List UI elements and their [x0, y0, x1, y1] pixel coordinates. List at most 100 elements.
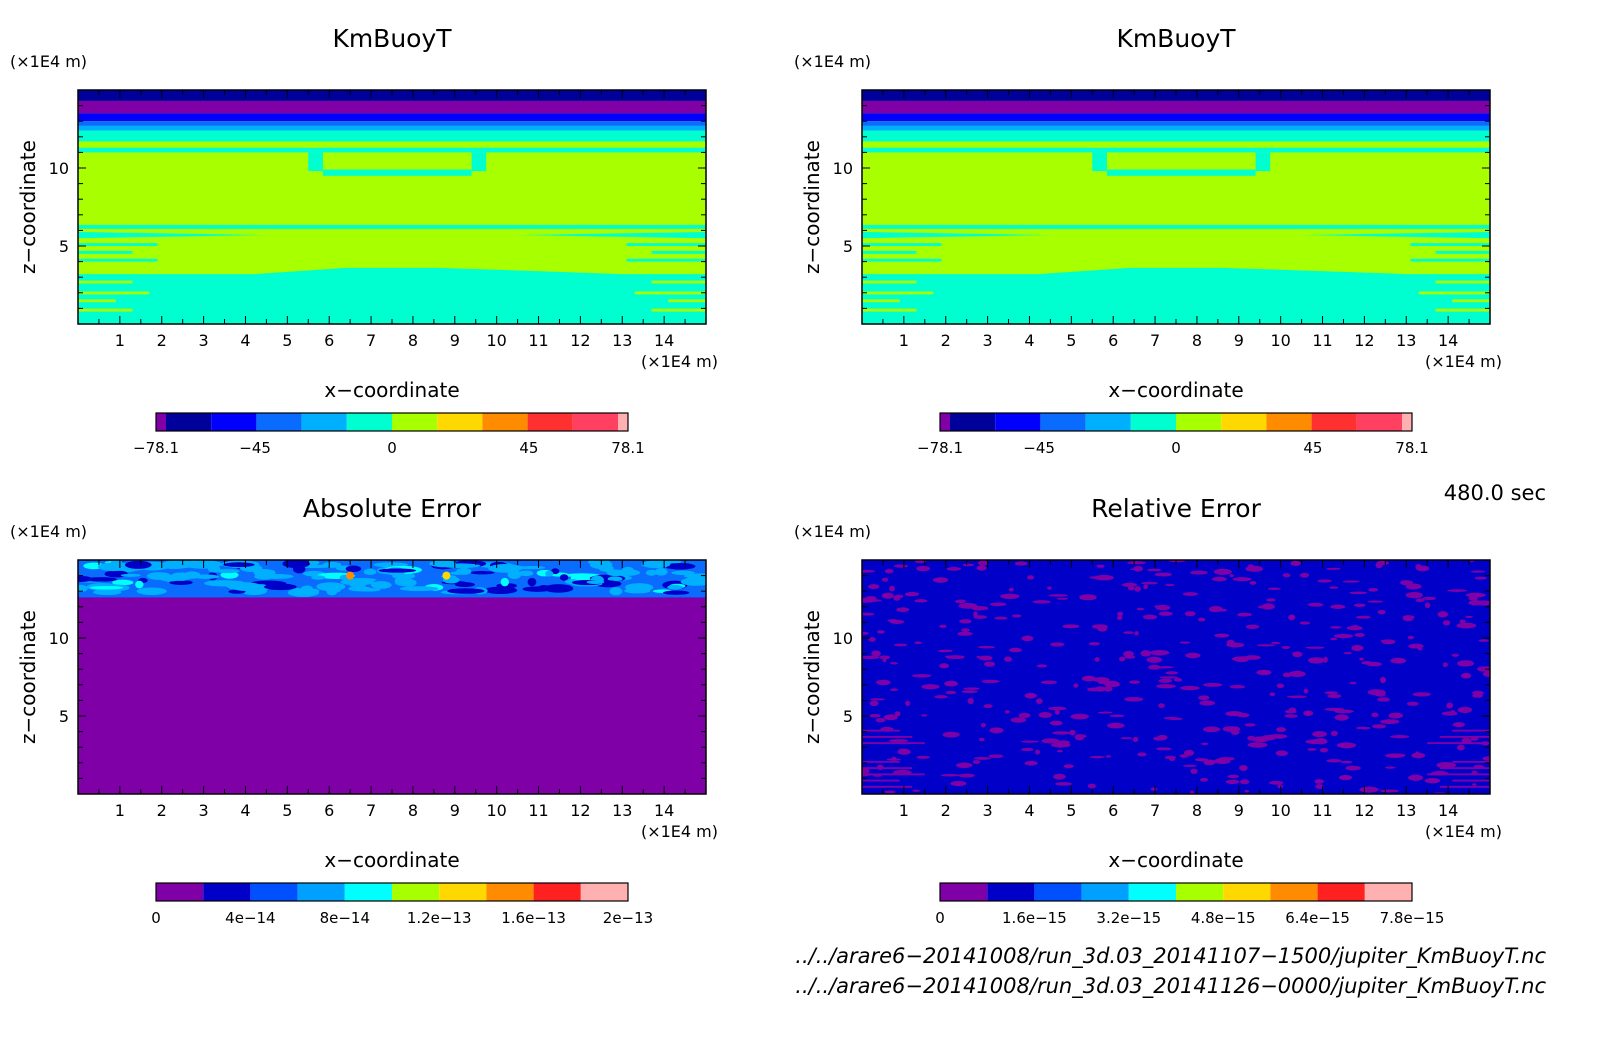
- error-blob: [955, 599, 967, 604]
- error-blob: [994, 616, 1008, 620]
- error-blob: [1190, 790, 1195, 794]
- error-blob: [204, 580, 244, 587]
- error-blob: [932, 577, 949, 583]
- error-blob: [264, 583, 297, 591]
- x-tick-label: 9: [1234, 801, 1244, 820]
- error-blob: [1381, 639, 1396, 645]
- error-blob: [169, 580, 193, 585]
- error-blob: [1008, 587, 1014, 592]
- error-blob: [1415, 563, 1422, 570]
- error-blob: [543, 584, 574, 593]
- error-blob: [893, 643, 908, 647]
- y-axis-label: z−coordinate: [800, 140, 824, 274]
- colorbar-swatch: [156, 883, 204, 901]
- error-blob: [1158, 678, 1173, 683]
- side-stripe-left: [78, 243, 158, 246]
- side-stripe-right: [1439, 735, 1490, 738]
- error-blob: [1359, 657, 1364, 661]
- error-blob: [1450, 710, 1456, 714]
- colorbar: −78.1 −45 0 45 78.1: [917, 412, 1429, 457]
- error-blob: [671, 570, 695, 575]
- error-blob: [1053, 773, 1066, 780]
- side-stripe-right: [1410, 258, 1490, 262]
- error-blob: [1313, 738, 1328, 745]
- error-blob: [1452, 721, 1465, 728]
- error-blob: [1468, 596, 1478, 601]
- error-blob: [1307, 748, 1317, 751]
- error-blob: [1190, 768, 1198, 775]
- error-blob: [1132, 736, 1139, 742]
- colorbar-tick-label: −45: [1023, 439, 1055, 457]
- field-band: [78, 224, 706, 229]
- x-tick-label: 9: [450, 331, 460, 350]
- error-blob: [914, 641, 922, 645]
- error-blob: [1247, 742, 1268, 748]
- error-blob: [921, 684, 940, 690]
- field-band: [78, 141, 706, 148]
- error-blob: [1149, 649, 1170, 656]
- error-blob: [884, 790, 896, 794]
- y-tick-label: 5: [59, 707, 69, 726]
- colorbar-tick-label: 7.8e−15: [1380, 909, 1445, 927]
- field-band: [862, 100, 1490, 114]
- error-blob: [862, 655, 880, 660]
- error-blob: [1324, 707, 1345, 712]
- error-blob: [1168, 757, 1176, 761]
- error-blob: [1011, 614, 1022, 618]
- error-blob: [1400, 580, 1413, 586]
- error-blob: [921, 714, 928, 717]
- error-blob: [1472, 690, 1484, 696]
- error-blob: [1245, 565, 1264, 572]
- error-blob: [1245, 624, 1260, 629]
- side-stripe-left: [862, 250, 917, 254]
- error-blob: [1227, 774, 1240, 779]
- error-blob: [1442, 620, 1451, 626]
- error-blob: [889, 688, 899, 691]
- side-stripe-right: [1439, 785, 1490, 788]
- error-blob: [683, 573, 706, 579]
- error-blob: [942, 731, 960, 738]
- error-blob: [871, 650, 881, 657]
- error-blob: [1182, 592, 1198, 596]
- error-blob: [1222, 726, 1241, 732]
- x-tick-label: 11: [528, 801, 548, 820]
- error-blob: [1371, 724, 1387, 729]
- colorbar-swatch: [1176, 883, 1224, 901]
- chart-title: Relative Error: [1091, 494, 1261, 523]
- error-blob: [1036, 664, 1048, 668]
- side-stripe-right: [1427, 773, 1490, 776]
- x-tick-label: 7: [366, 331, 376, 350]
- error-blob: [1167, 717, 1183, 721]
- error-blob: [870, 698, 886, 701]
- error-blob: [1353, 603, 1366, 608]
- error-blob: [1097, 711, 1113, 714]
- error-blob: [454, 582, 475, 588]
- error-blob: [1303, 710, 1314, 717]
- field-lower-region: [78, 267, 706, 324]
- y-tick-label: 10: [833, 629, 853, 648]
- error-blob: [1244, 789, 1250, 793]
- error-blob: [1213, 568, 1232, 575]
- error-blob: [1000, 593, 1020, 600]
- colorbar: 0 4e−14 8e−14 1.2e−13 1.6e−13 2e−13: [151, 882, 653, 927]
- colorbar-tick-label: 0: [935, 909, 945, 927]
- error-blob: [984, 661, 996, 667]
- side-stripe-left: [862, 308, 917, 312]
- error-blob: [950, 780, 967, 787]
- error-blob: [394, 577, 408, 586]
- plot-area: [862, 90, 1490, 324]
- error-blob: [896, 607, 910, 613]
- error-blob: [1367, 600, 1384, 603]
- error-blob: [1050, 642, 1065, 647]
- error-blob: [1436, 762, 1456, 769]
- error-blob: [1288, 614, 1296, 621]
- colorbar-swatch: [572, 413, 618, 431]
- error-blob: [607, 576, 623, 582]
- error-blob: [905, 700, 911, 707]
- error-blob: [1180, 685, 1200, 691]
- error-blob: [1470, 736, 1479, 741]
- y-axis-label: z−coordinate: [16, 140, 40, 274]
- error-blob: [1198, 695, 1210, 700]
- error-blob: [1315, 784, 1324, 790]
- colorbar-tick-label: −45: [239, 439, 271, 457]
